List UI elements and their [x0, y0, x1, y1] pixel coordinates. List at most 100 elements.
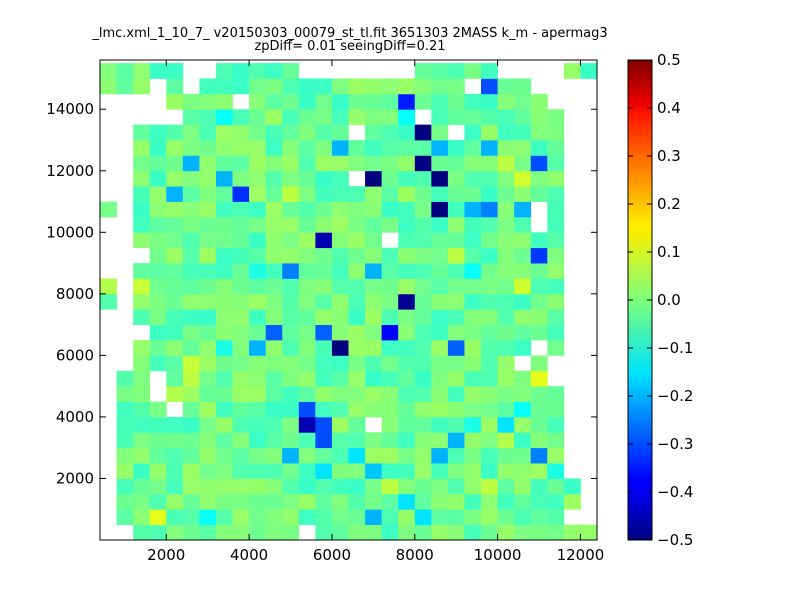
heatmap-cell	[182, 216, 200, 233]
y-tick-label: 12000	[46, 162, 94, 180]
heatmap-cell	[116, 370, 134, 387]
heatmap-cell	[580, 63, 598, 79]
heatmap-cells	[100, 63, 598, 541]
heatmap-cell	[331, 216, 349, 233]
heatmap-cell	[149, 524, 167, 541]
heatmap-cell	[166, 140, 184, 156]
heatmap-cell	[348, 109, 366, 126]
heatmap-cell	[431, 124, 449, 141]
heatmap-cell	[133, 293, 151, 310]
heatmap-cell	[116, 416, 134, 433]
heatmap-cell	[315, 493, 333, 510]
heatmap-cell	[497, 109, 515, 126]
heatmap-cell	[232, 170, 250, 187]
heatmap-cell	[481, 355, 498, 372]
heatmap-cell	[249, 216, 267, 233]
heatmap-cell	[481, 447, 498, 464]
heatmap-cell	[199, 232, 217, 249]
heatmap-cell	[232, 278, 250, 295]
colorbar-tick-label: 0.0	[657, 291, 681, 309]
heatmap-cell	[447, 232, 465, 249]
heatmap-cell	[265, 493, 283, 510]
heatmap-cell	[232, 109, 250, 126]
heatmap-cell	[199, 109, 217, 126]
heatmap-cell	[315, 93, 333, 110]
heatmap-cell	[447, 247, 465, 264]
heatmap-cell	[530, 463, 548, 479]
heatmap-cell	[431, 478, 449, 495]
heatmap-cell	[447, 324, 465, 341]
heatmap-cell	[365, 263, 383, 279]
heatmap-cell	[298, 278, 316, 295]
heatmap-cell	[365, 309, 383, 326]
heatmap-cell	[547, 386, 565, 402]
heatmap-cell	[481, 493, 498, 510]
heatmap-cell	[414, 186, 432, 202]
heatmap-cell	[149, 186, 167, 202]
heatmap-cell	[431, 186, 449, 202]
heatmap-cell	[530, 309, 548, 326]
heatmap-cell	[381, 416, 399, 433]
heatmap-cell	[481, 432, 498, 449]
colorbar-tick-label: 0.3	[657, 147, 681, 165]
heatmap-cell	[381, 140, 399, 156]
heatmap-cell	[431, 340, 449, 356]
heatmap-cell	[331, 186, 349, 202]
heatmap-cell	[414, 447, 432, 464]
heatmap-cell	[514, 386, 532, 402]
heatmap-cell	[249, 140, 267, 156]
heatmap-cell	[298, 140, 316, 156]
heatmap-cell	[547, 278, 565, 295]
colorbar-ticks: 0.5 0.4 0.3 0.2 0.1 0.0 −0.1 −0.2 −0.3 −0.4 −0.5	[628, 51, 693, 549]
heatmap-cell	[265, 509, 283, 526]
heatmap-cell	[182, 247, 200, 264]
heatmap-cell	[431, 247, 449, 264]
heatmap-cell	[497, 263, 515, 279]
heatmap-cell	[298, 78, 316, 95]
heatmap-cell	[530, 324, 548, 341]
heatmap-cell	[447, 416, 465, 433]
heatmap-cell	[431, 93, 449, 110]
heatmap-cell	[381, 386, 399, 402]
heatmap-cell	[315, 232, 333, 249]
heatmap-cell	[215, 478, 233, 495]
colorbar-tick-label: −0.1	[657, 339, 693, 357]
heatmap-cell	[133, 447, 151, 464]
heatmap-cell	[182, 478, 200, 495]
heatmap-cell	[497, 140, 515, 156]
heatmap-cell	[282, 509, 300, 526]
heatmap-cell	[547, 247, 565, 264]
heatmap-cell	[182, 201, 200, 218]
heatmap-cell	[133, 463, 151, 479]
heatmap-cell	[348, 216, 366, 233]
heatmap-cell	[547, 155, 565, 172]
heatmap-cell	[497, 416, 515, 433]
heatmap-cell	[199, 355, 217, 372]
heatmap-cell	[547, 232, 565, 249]
heatmap-cell	[315, 186, 333, 202]
heatmap-cell	[414, 232, 432, 249]
y-tick-label: 6000	[56, 346, 94, 364]
heatmap-cell	[348, 355, 366, 372]
heatmap-cell	[547, 509, 565, 526]
heatmap-cell	[249, 63, 267, 79]
heatmap-cell	[182, 186, 200, 202]
heatmap-cell	[182, 493, 200, 510]
heatmap-cell	[215, 509, 233, 526]
heatmap-cell	[514, 93, 532, 110]
heatmap-cell	[149, 416, 167, 433]
heatmap-cell	[315, 309, 333, 326]
heatmap-cell	[365, 140, 383, 156]
heatmap-cell	[232, 524, 250, 541]
heatmap-cell	[398, 355, 416, 372]
heatmap-cell	[447, 309, 465, 326]
heatmap-cell	[514, 109, 532, 126]
heatmap-cell	[149, 340, 167, 356]
heatmap-cell	[497, 232, 515, 249]
heatmap-cell	[133, 63, 151, 79]
heatmap-cell	[381, 93, 399, 110]
heatmap-cell	[166, 324, 184, 341]
heatmap-cell	[182, 524, 200, 541]
heatmap-cell	[199, 416, 217, 433]
heatmap-cell	[348, 155, 366, 172]
